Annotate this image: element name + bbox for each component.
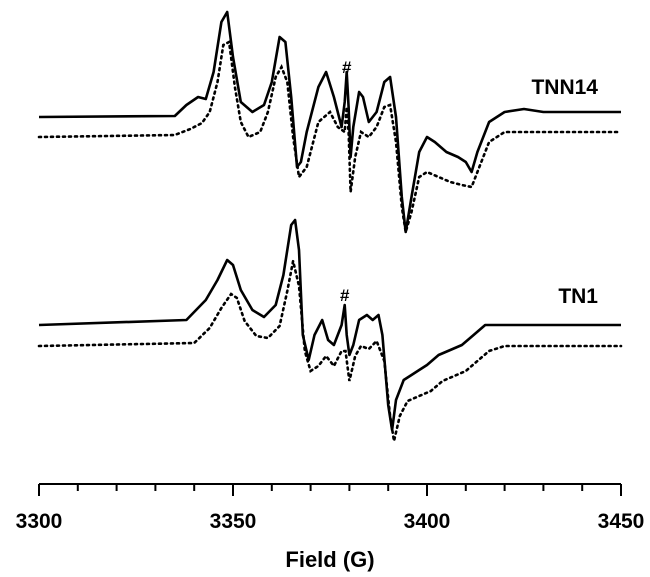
tnn14-experimental-trace: [38, 10, 621, 234]
traces-group: [37, 10, 623, 442]
annotation-hash-tnn14: #: [342, 58, 352, 77]
tnn14-simulated-trace: [37, 39, 623, 233]
x-tick-label: 3450: [598, 510, 645, 533]
tn1-simulated-trace: [37, 260, 623, 442]
tn1-experimental-trace: [38, 218, 621, 432]
x-axis-title: Field (G): [285, 547, 374, 572]
series-label-tnn14: TNN14: [531, 76, 598, 99]
series-label-tn1: TN1: [558, 285, 598, 308]
annotation-hash-tn1: #: [340, 286, 350, 305]
x-tick-label: 3400: [404, 510, 451, 533]
x-axis-tick-labels: 3300 3350 3400 3450: [16, 510, 645, 533]
x-tick-label: 3350: [210, 510, 257, 533]
x-axis-ticks: [38, 484, 622, 496]
x-tick-label: 3300: [16, 510, 63, 533]
